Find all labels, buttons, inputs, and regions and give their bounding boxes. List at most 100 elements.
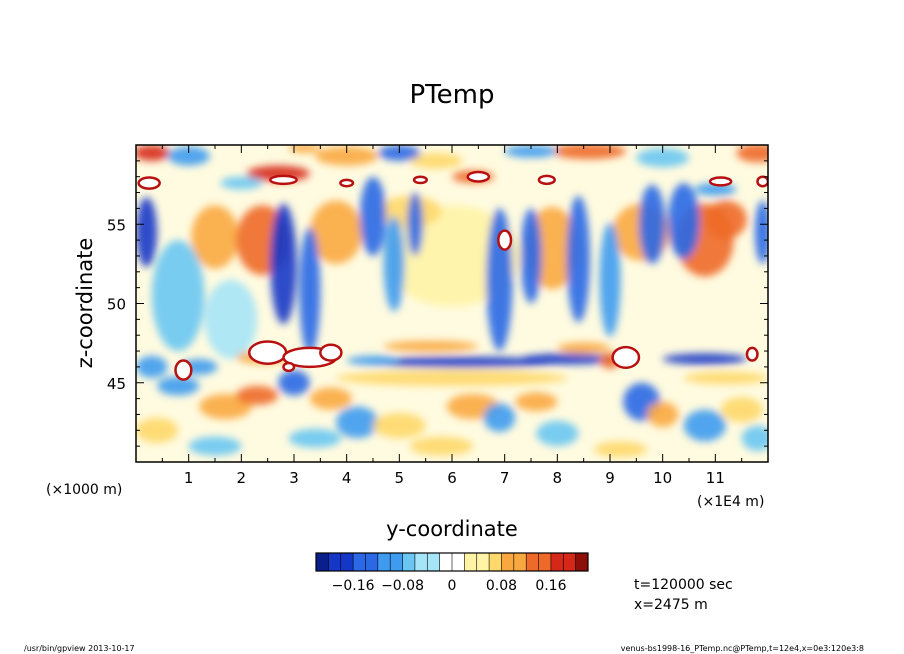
colorbar-swatch: [414, 553, 428, 571]
heatmap-cell: [741, 425, 768, 451]
heatmap-cell: [407, 192, 424, 256]
y-tick-label: 45: [107, 375, 126, 393]
colorbar-tick-label: −0.08: [381, 578, 424, 594]
colorbar-swatch: [316, 553, 329, 571]
saturated-region: [282, 361, 296, 373]
heatmap-cell: [754, 200, 768, 264]
heatmap-cell: [359, 176, 387, 256]
heatmap-cell: [136, 145, 171, 161]
heatmap-cell: [220, 176, 263, 190]
colorbar-swatch: [439, 553, 453, 571]
x-tick-label: 1: [184, 469, 194, 487]
heatmap-cell: [299, 227, 321, 355]
colorbar-swatch: [550, 553, 564, 571]
heatmap-cell: [515, 392, 558, 412]
colorbar-swatch: [390, 553, 403, 571]
colorbar-swatch: [575, 553, 589, 571]
saturated-region: [537, 174, 556, 186]
heatmap-cell: [520, 353, 616, 365]
colorbar-swatch: [538, 553, 552, 571]
saturated-region: [466, 170, 491, 183]
heatmap-cell: [683, 371, 768, 385]
heatmap-cell: [594, 441, 647, 458]
x-tick-label: 5: [395, 469, 405, 487]
heatmap-cell: [373, 412, 426, 439]
colorbar-swatch: [452, 553, 465, 571]
heatmap-cell: [704, 200, 747, 239]
colorbar-tick-label: 0.08: [486, 578, 517, 594]
heatmap-cell: [204, 279, 258, 359]
colorbar: [315, 552, 589, 572]
saturated-region: [745, 346, 759, 362]
heatmap-cell: [278, 370, 310, 396]
heatmap-cell: [367, 356, 558, 368]
heatmap-cell: [383, 340, 479, 352]
saturated-region: [611, 345, 641, 369]
heatmap-cell: [667, 183, 700, 260]
x-tick-label: 10: [653, 469, 672, 487]
saturated-region: [269, 174, 298, 186]
heatmap-cell: [536, 420, 579, 447]
heatmap-cell: [236, 385, 279, 405]
heatmap-cell: [736, 145, 768, 163]
x-tick-label: 11: [706, 469, 725, 487]
colorbar-swatch: [353, 553, 366, 571]
heatmap-cell: [346, 355, 400, 366]
x-tick-label: 9: [605, 469, 615, 487]
colorbar-frame: [315, 552, 589, 572]
colorbar-tick-label: 0: [448, 578, 457, 594]
x-position-annotation: x=2475 m: [634, 597, 708, 613]
heatmap-cell: [288, 145, 321, 153]
x-unit-right: (×1E4 m): [697, 494, 764, 510]
saturated-region: [174, 359, 193, 381]
saturated-region: [339, 178, 355, 188]
x-tick-label: 8: [553, 469, 563, 487]
heatmap-cell: [646, 401, 679, 428]
heatmap-cell: [167, 146, 210, 166]
colorbar-swatch: [526, 553, 539, 571]
colorbar-swatch: [377, 553, 391, 571]
footer-right: venus-bs1998-16_PTemp.nc@PTemp,t=12e4,x=…: [621, 644, 864, 653]
heatmap-cell: [336, 370, 568, 386]
y-axis-label: z-coordinate: [73, 238, 97, 369]
heatmap-cell: [409, 436, 474, 456]
heatmap-cell: [486, 208, 513, 352]
heatmap-cell: [552, 145, 626, 160]
footer-left: /usr/bin/gpview 2013-10-17: [24, 644, 135, 653]
heatmap-cell: [566, 195, 590, 323]
heatmap-cell: [483, 403, 516, 432]
x-axis: 1 2 3 4 5 6 7 8 9 10 11: [135, 145, 769, 487]
saturated-region: [497, 229, 513, 251]
x-tick-label: 2: [237, 469, 247, 487]
heatmap-cell: [720, 397, 763, 423]
heatmap-cell: [151, 240, 205, 352]
colorbar-swatch: [464, 553, 478, 571]
heatmap-cell: [188, 436, 242, 456]
colorbar-ticks: −0.16 −0.08 0 0.08 0.16: [332, 578, 567, 594]
heatmap-field: [136, 145, 768, 462]
x-unit-left: (×1000 m): [46, 482, 122, 498]
saturated-region: [319, 343, 343, 362]
heatmap-cell: [599, 222, 621, 337]
saturated-region: [756, 175, 768, 188]
heatmap-cell: [309, 200, 363, 264]
heatmap-cell: [309, 387, 352, 410]
heatmap-cell: [270, 203, 297, 325]
heatmap-cell: [157, 376, 200, 396]
heatmap-cell: [409, 152, 463, 169]
time-annotation: t=120000 sec: [634, 577, 733, 593]
heatmap-cell: [288, 428, 342, 448]
heatmap-cell: [136, 355, 168, 378]
saturated-region: [708, 176, 733, 187]
colorbar-swatch: [513, 553, 527, 571]
heatmap-cell: [504, 145, 558, 158]
heatmap-cell: [662, 353, 747, 365]
heatmap-cell: [136, 197, 158, 268]
colorbar-swatch: [328, 553, 342, 571]
colorbar-swatch: [563, 553, 577, 571]
x-axis-label: y-coordinate: [386, 517, 518, 541]
colorbar-swatch: [427, 553, 441, 571]
x-tick-label: 7: [500, 469, 510, 487]
y-axis: 45 50 55: [107, 144, 768, 463]
